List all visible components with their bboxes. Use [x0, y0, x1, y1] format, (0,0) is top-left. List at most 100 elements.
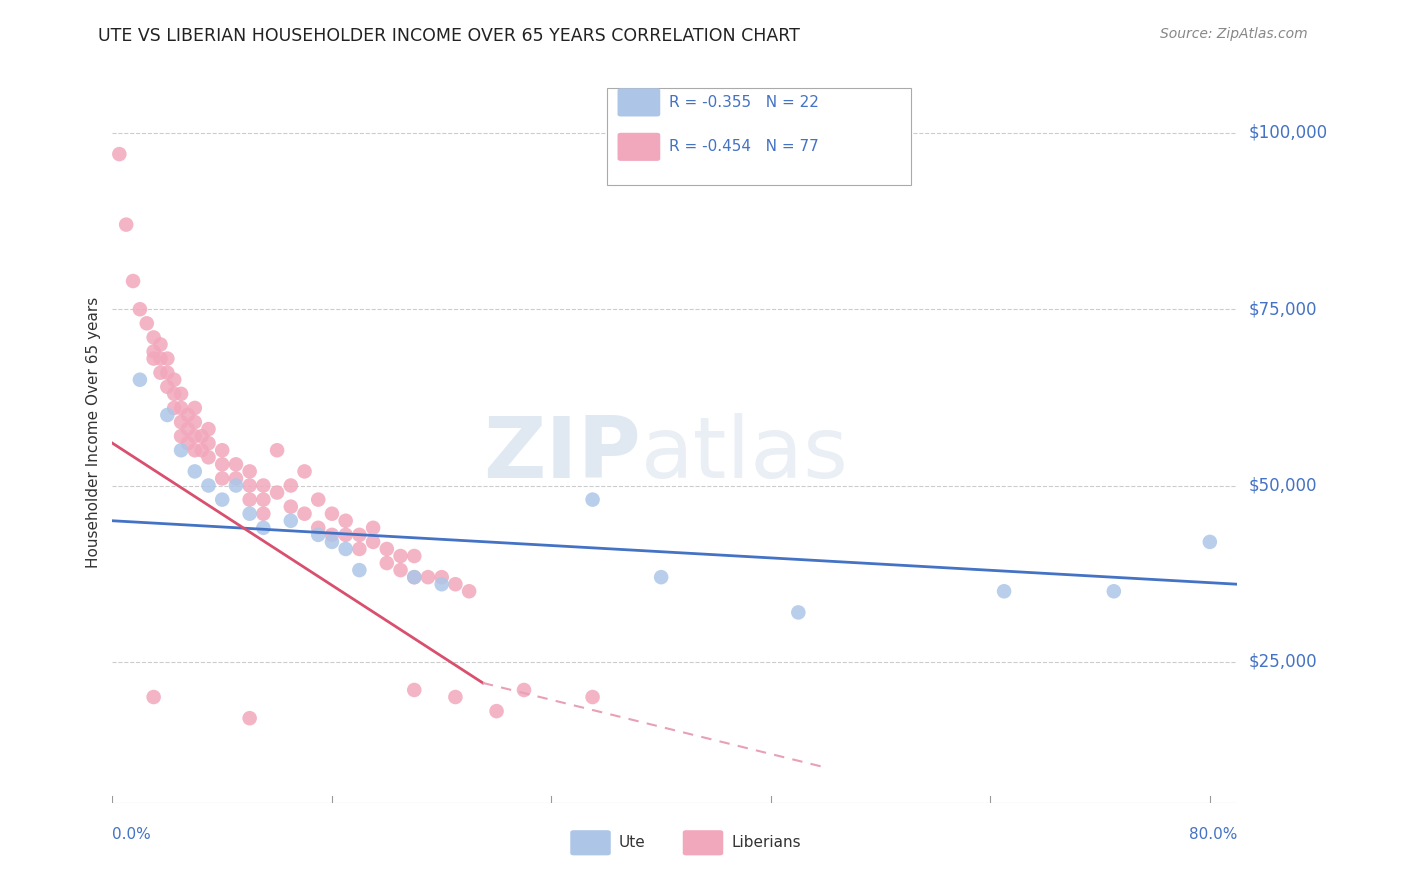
Point	[280, 500, 302, 514]
Point	[197, 478, 219, 492]
Text: 0.0%: 0.0%	[112, 828, 152, 842]
Point	[430, 570, 453, 584]
Point	[170, 443, 193, 458]
Point	[108, 147, 131, 161]
Point	[225, 458, 247, 472]
Point	[142, 344, 165, 359]
Point	[335, 541, 357, 556]
Point	[321, 507, 343, 521]
Point	[225, 478, 247, 492]
Point	[239, 507, 262, 521]
FancyBboxPatch shape	[617, 133, 661, 161]
Point	[993, 584, 1015, 599]
Point	[485, 704, 508, 718]
Point	[389, 549, 412, 563]
Point	[361, 521, 384, 535]
Point	[404, 570, 426, 584]
FancyBboxPatch shape	[571, 830, 610, 855]
Point	[115, 218, 138, 232]
FancyBboxPatch shape	[607, 88, 911, 185]
Y-axis label: Householder Income Over 65 years: Householder Income Over 65 years	[86, 297, 101, 568]
Point	[142, 330, 165, 344]
Point	[190, 443, 212, 458]
Point	[280, 478, 302, 492]
Point	[184, 464, 207, 478]
Point	[430, 577, 453, 591]
Point	[142, 690, 165, 704]
Point	[361, 535, 384, 549]
Point	[294, 507, 316, 521]
Point	[163, 401, 186, 415]
Point	[307, 492, 329, 507]
Point	[349, 563, 371, 577]
Point	[335, 528, 357, 542]
Point	[349, 528, 371, 542]
Point	[129, 373, 152, 387]
Point	[239, 711, 262, 725]
Point	[129, 302, 152, 317]
Point	[307, 528, 329, 542]
Text: 80.0%: 80.0%	[1189, 828, 1237, 842]
Point	[444, 690, 467, 704]
Point	[211, 492, 233, 507]
Point	[513, 683, 536, 698]
Text: R = -0.454   N = 77: R = -0.454 N = 77	[669, 139, 820, 154]
Point	[389, 563, 412, 577]
Point	[787, 606, 810, 620]
Point	[252, 507, 274, 521]
Point	[197, 436, 219, 450]
Point	[135, 316, 157, 330]
Text: Liberians: Liberians	[731, 835, 801, 850]
Point	[321, 535, 343, 549]
Point	[375, 541, 398, 556]
Point	[184, 401, 207, 415]
Text: Ute: Ute	[619, 835, 645, 850]
Point	[307, 521, 329, 535]
Point	[149, 351, 172, 366]
Point	[335, 514, 357, 528]
Point	[122, 274, 145, 288]
FancyBboxPatch shape	[683, 830, 723, 855]
Point	[156, 366, 179, 380]
Point	[170, 387, 193, 401]
Point	[404, 549, 426, 563]
Point	[581, 492, 603, 507]
Point	[156, 380, 179, 394]
Point	[239, 492, 262, 507]
Point	[197, 450, 219, 465]
Point	[280, 514, 302, 528]
Point	[266, 443, 288, 458]
Point	[197, 422, 219, 436]
Point	[156, 351, 179, 366]
Point	[177, 422, 200, 436]
Text: R = -0.355   N = 22: R = -0.355 N = 22	[669, 95, 820, 110]
Point	[252, 492, 274, 507]
Text: ZIP: ZIP	[484, 413, 641, 496]
Point	[239, 478, 262, 492]
Point	[184, 415, 207, 429]
Text: $50,000: $50,000	[1249, 476, 1317, 494]
Point	[170, 415, 193, 429]
Text: atlas: atlas	[641, 413, 849, 496]
Point	[163, 373, 186, 387]
Point	[163, 387, 186, 401]
Point	[177, 436, 200, 450]
FancyBboxPatch shape	[617, 88, 661, 117]
Point	[1102, 584, 1125, 599]
Point	[149, 366, 172, 380]
Point	[170, 401, 193, 415]
Point	[266, 485, 288, 500]
Point	[142, 351, 165, 366]
Point	[650, 570, 672, 584]
Text: $25,000: $25,000	[1249, 653, 1317, 671]
Point	[404, 683, 426, 698]
Point	[252, 521, 274, 535]
Text: $75,000: $75,000	[1249, 301, 1317, 318]
Point	[211, 458, 233, 472]
Point	[225, 471, 247, 485]
Point	[1198, 535, 1220, 549]
Point	[581, 690, 603, 704]
Point	[177, 408, 200, 422]
Point	[458, 584, 481, 599]
Point	[211, 471, 233, 485]
